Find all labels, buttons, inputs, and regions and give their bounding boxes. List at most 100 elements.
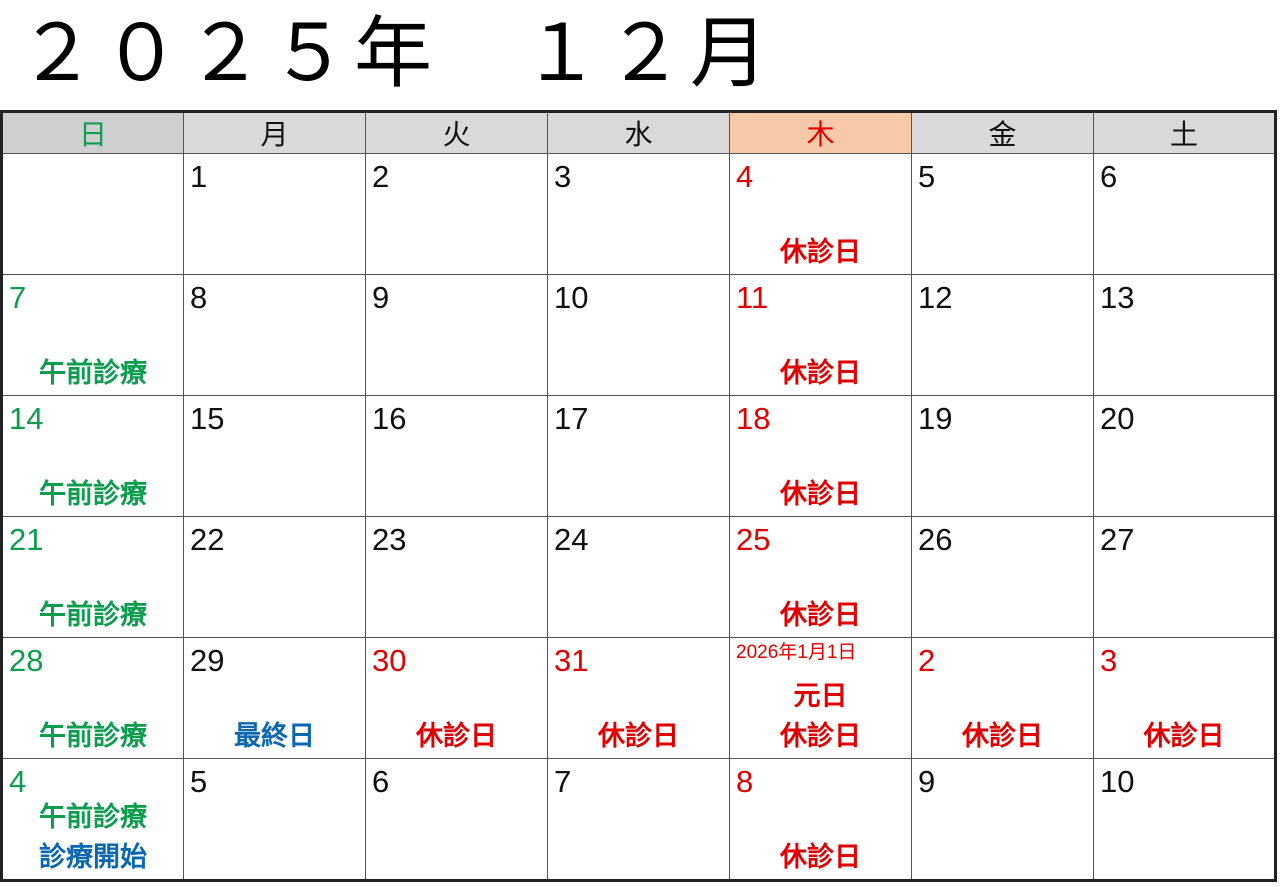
day-cell: 6 <box>1093 153 1276 275</box>
day-cell: 23 <box>365 516 548 638</box>
day-cell: 4 午前診療 診療開始 <box>1 758 184 881</box>
day-cell: 8 <box>183 274 366 396</box>
day-cell: 30 休診日 <box>365 637 548 759</box>
day-number: 26 <box>918 522 953 557</box>
day-number: 3 <box>1100 643 1118 678</box>
day-number: 11 <box>736 280 769 315</box>
day-number: 8 <box>736 764 754 799</box>
week-row: 4 午前診療 診療開始 5 6 7 8 休診日 9 10 <box>1 758 1276 881</box>
day-number: 8 <box>190 280 208 315</box>
day-cell: 2026年1月1日 元日 休診日 <box>729 637 912 759</box>
day-note: 休診日 <box>780 721 861 751</box>
day-note: 診療開始 <box>39 842 147 872</box>
day-cell: 8 休診日 <box>729 758 912 881</box>
day-notes: 午前診療 <box>3 595 183 635</box>
day-cell: 21 午前診療 <box>1 516 184 638</box>
day-number: 31 <box>554 643 589 678</box>
day-note: 休診日 <box>598 721 679 751</box>
day-notes: 休診日 <box>730 837 911 877</box>
day-number: 21 <box>9 522 44 557</box>
day-note: 午前診療 <box>39 802 147 832</box>
day-cell: 1 <box>183 153 366 275</box>
day-notes: 休診日 <box>366 716 547 756</box>
day-number: 22 <box>190 522 225 557</box>
day-number: 6 <box>1100 159 1118 194</box>
day-number: 9 <box>918 764 936 799</box>
day-note: 休診日 <box>780 237 861 267</box>
weekday-header-5: 金 <box>911 111 1094 154</box>
day-cell: 17 <box>547 395 730 517</box>
day-notes: 休診日 <box>912 716 1093 756</box>
day-number: 4 <box>736 159 754 194</box>
day-cell: 20 <box>1093 395 1276 517</box>
calendar-grid: 日月火水木金土 1 2 3 4 休診日 5 6 7 午前診療 8 9 10 11 休診日 12 13 14 午前診… <box>0 110 1277 882</box>
day-number: 15 <box>190 401 225 436</box>
day-number: 5 <box>918 159 936 194</box>
day-number: 16 <box>372 401 407 436</box>
day-number: 7 <box>554 764 572 799</box>
day-number: 27 <box>1100 522 1135 557</box>
day-cell: 27 <box>1093 516 1276 638</box>
day-note: 午前診療 <box>39 600 147 630</box>
week-row: 1 2 3 4 休診日 5 6 <box>1 153 1276 275</box>
day-note: 午前診療 <box>39 721 147 751</box>
day-note: 休診日 <box>1143 721 1225 751</box>
day-cell: 24 <box>547 516 730 638</box>
day-notes: 午前診療 <box>3 474 183 514</box>
day-notes: 最終日 <box>184 716 365 756</box>
weekday-header-3: 水 <box>547 111 730 154</box>
day-cell: 12 <box>911 274 1094 396</box>
day-number: 2 <box>372 159 390 194</box>
day-cell: 19 <box>911 395 1094 517</box>
day-note: 休診日 <box>780 842 861 872</box>
day-notes: 午前診療 <box>3 353 183 393</box>
day-number: 25 <box>736 522 771 557</box>
weekday-header-0: 日 <box>1 111 184 154</box>
day-number: 14 <box>9 401 44 436</box>
day-cell: 11 休診日 <box>729 274 912 396</box>
day-cell: 9 <box>365 274 548 396</box>
day-cell: 14 午前診療 <box>1 395 184 517</box>
day-note: 最終日 <box>234 721 315 751</box>
day-number: 20 <box>1100 401 1135 436</box>
calendar-title: ２０２５年 １２月 <box>18 9 775 97</box>
day-cell: 10 <box>547 274 730 396</box>
day-notes: 休診日 <box>730 232 911 272</box>
calendar-body: 1 2 3 4 休診日 5 6 7 午前診療 8 9 10 11 休診日 12 13 14 午前診療 15 16 17 1… <box>1 153 1276 881</box>
week-row: 21 午前診療 22 23 24 25 休診日 26 27 <box>1 516 1276 638</box>
day-cell: 26 <box>911 516 1094 638</box>
day-cell <box>1 153 184 275</box>
day-cell: 16 <box>365 395 548 517</box>
day-notes: 休診日 <box>1094 716 1274 756</box>
week-row: 14 午前診療 15 16 17 18 休診日 19 20 <box>1 395 1276 517</box>
day-note: 休診日 <box>416 721 497 751</box>
day-notes: 休診日 <box>730 474 911 514</box>
day-number: 18 <box>736 401 771 436</box>
day-notes: 休診日 <box>548 716 729 756</box>
day-cell: 6 <box>365 758 548 881</box>
day-number: 3 <box>554 159 572 194</box>
day-notes: 午前診療 診療開始 <box>3 797 183 877</box>
day-number: 28 <box>9 643 44 678</box>
day-number: 2 <box>918 643 936 678</box>
week-row: 7 午前診療 8 9 10 11 休診日 12 13 <box>1 274 1276 396</box>
day-number: 7 <box>9 280 27 315</box>
day-number: 13 <box>1100 280 1135 315</box>
day-cell: 7 午前診療 <box>1 274 184 396</box>
weekday-header-2: 火 <box>365 111 548 154</box>
day-number: 1 <box>190 159 208 194</box>
day-number: 5 <box>190 764 208 799</box>
day-number: 19 <box>918 401 953 436</box>
day-cell: 9 <box>911 758 1094 881</box>
day-number: 10 <box>1100 764 1135 799</box>
day-cell: 15 <box>183 395 366 517</box>
weekday-header-row: 日月火水木金土 <box>1 111 1276 154</box>
day-note: 休診日 <box>780 479 861 509</box>
day-cell: 10 <box>1093 758 1276 881</box>
day-number: 30 <box>372 643 407 678</box>
day-note: 元日 <box>793 681 848 711</box>
day-cell: 22 <box>183 516 366 638</box>
day-notes: 休診日 <box>730 353 911 393</box>
day-note: 休診日 <box>962 721 1043 751</box>
day-cell: 4 休診日 <box>729 153 912 275</box>
